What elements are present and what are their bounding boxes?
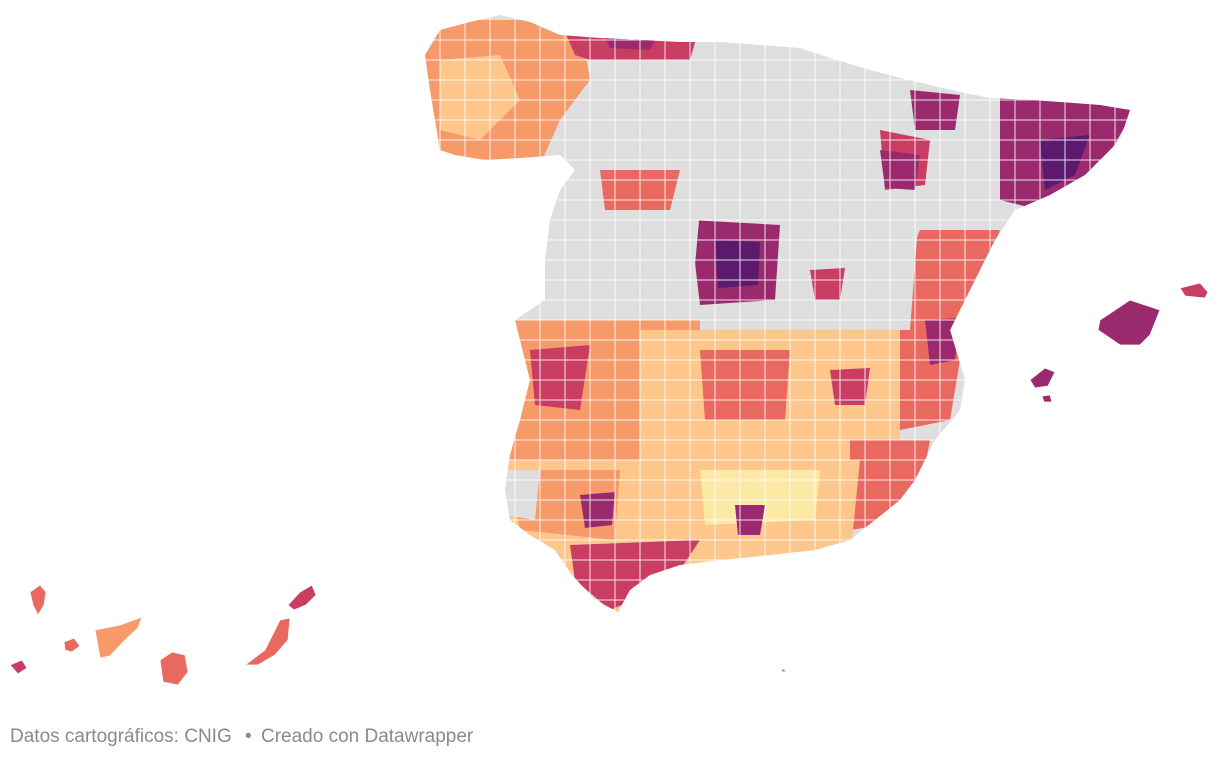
peninsula	[425, 15, 1130, 612]
region-madrid	[715, 240, 760, 288]
footer-separator: •	[245, 726, 252, 747]
source-credit: Datos cartográficos: CNIG	[10, 726, 232, 747]
region-west-band	[505, 470, 540, 520]
map-footer: Datos cartográficos: CNIG • Creado con D…	[10, 726, 473, 748]
island-menorca	[1179, 282, 1209, 299]
island-la-palma	[29, 584, 47, 616]
region-extremadura-dark	[530, 345, 590, 410]
region-aragon-dark	[880, 150, 920, 190]
region-castilla-spot	[810, 268, 845, 300]
balearic-islands	[1029, 282, 1209, 403]
region-la-mancha-red	[700, 350, 790, 420]
island-ibiza	[1029, 367, 1056, 389]
region-navarra	[910, 90, 960, 130]
region-malaga-coast	[570, 540, 700, 610]
region-albacete	[830, 368, 870, 405]
island-lanzarote	[287, 584, 317, 611]
island-gran-canaria	[159, 651, 189, 686]
canary-islands	[9, 584, 786, 686]
island-formentera	[1041, 394, 1053, 403]
island-la-gomera	[63, 637, 81, 653]
island-mallorca	[1097, 299, 1161, 346]
choropleth-map	[9, 15, 1209, 686]
region-northwest-light	[440, 55, 520, 140]
region-valencia-dark	[925, 318, 960, 365]
island-fuerteventura	[243, 617, 291, 666]
island-tenerife	[94, 616, 143, 659]
region-central-grey	[555, 210, 700, 320]
municipal-borders	[425, 15, 1130, 612]
island-el-hierro	[9, 659, 28, 675]
island-alboran-dot	[781, 668, 786, 673]
region-sevilla	[580, 492, 615, 528]
datawrapper-credit-link[interactable]: Creado con Datawrapper	[260, 726, 474, 747]
